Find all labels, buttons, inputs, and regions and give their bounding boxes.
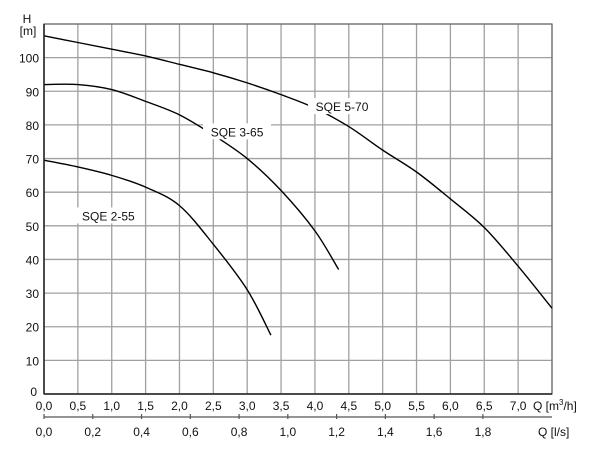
x-tick-label: 1,5 <box>137 399 154 413</box>
y-tick-label: 50 <box>26 220 40 234</box>
y-tick-label: 40 <box>26 253 40 267</box>
y-tick-label: 30 <box>26 287 40 301</box>
x2-tick-label: 1,8 <box>475 425 492 439</box>
curve-label: SQE 2-55 <box>82 209 135 223</box>
x-axis-label: Q [m3/h] <box>533 398 577 413</box>
curve-sqe-2-55 <box>43 159 272 336</box>
x2-tick-label: 1,0 <box>279 425 296 439</box>
curves <box>43 35 553 336</box>
grid <box>43 23 553 395</box>
curve-label-background <box>308 98 377 115</box>
x-tick-label: 0,5 <box>70 399 87 413</box>
axes: 0 10 20 30 40 50 60 70 80 90 100 0,0 0,5 1,0 1,5 2,0 2,5… <box>19 24 552 439</box>
x-tick-label: 7,0 <box>510 399 527 413</box>
x2-tick-label: 0,8 <box>231 425 248 439</box>
x-tick-label: 2,5 <box>205 399 222 413</box>
x2-tick-label: 0,0 <box>36 425 53 439</box>
x-tick-label: 0,0 <box>36 399 53 413</box>
y-tick-label: 10 <box>26 354 40 368</box>
curve-sqe-5-70 <box>43 35 553 309</box>
x-tick-label: 1,0 <box>103 399 120 413</box>
y-tick-label: 90 <box>26 85 40 99</box>
curve-sqe-3-65 <box>43 83 340 270</box>
y-tick-label: 80 <box>26 119 40 133</box>
y-tick-label: 0 <box>30 385 37 399</box>
x2-tick-label: 1,4 <box>377 425 394 439</box>
x-tick-label: 4,0 <box>307 399 324 413</box>
x2-tick-label: 0,4 <box>133 425 150 439</box>
x2-axis-label: Q [l/s] <box>538 425 569 439</box>
y-tick-label: 100 <box>19 52 39 66</box>
y-tick-label: 60 <box>26 186 40 200</box>
x-tick-label: 3,5 <box>273 399 290 413</box>
x2-tick-label: 0,6 <box>182 425 199 439</box>
x-tick-label: 4,5 <box>340 399 357 413</box>
x2-tick-label: 0,2 <box>84 425 101 439</box>
x-tick-label: 6,5 <box>476 399 493 413</box>
curve-labels: SQE 5-70 SQE 3-65 SQE 2-55 <box>74 98 377 224</box>
curve-label: SQE 5-70 <box>316 100 369 114</box>
y-axis-label: H <box>23 12 32 26</box>
x-tick-label: 2,0 <box>171 399 188 413</box>
x-tick-label: 3,0 <box>239 399 256 413</box>
x2-tick-label: 1,2 <box>328 425 345 439</box>
curve-label-background <box>203 123 272 140</box>
y-tick-label: 70 <box>26 153 40 167</box>
x-tick-label: 6,0 <box>442 399 459 413</box>
x-tick-label: 5,0 <box>374 399 391 413</box>
curve-label: SQE 3-65 <box>211 125 264 139</box>
x-tick-label: 5,5 <box>408 399 425 413</box>
y-tick-label: 20 <box>26 321 40 335</box>
curve-label-background <box>74 207 143 224</box>
y-axis-unit: [m] <box>20 24 37 38</box>
x2-tick-label: 1,6 <box>426 425 443 439</box>
